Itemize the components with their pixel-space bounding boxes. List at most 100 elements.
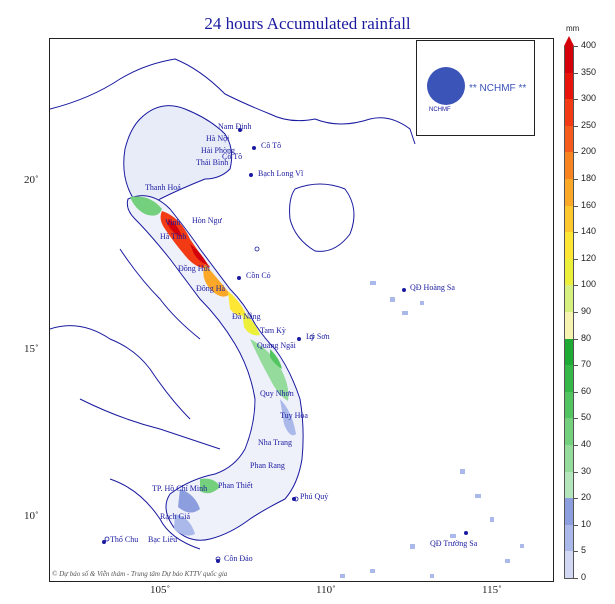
- rainfall-map: [50, 58, 524, 578]
- colorbar-tick-mark: [574, 152, 578, 154]
- colorbar-tick-mark: [574, 285, 578, 287]
- colorbar-tick-label: 160: [581, 199, 597, 210]
- place-dot: [102, 540, 106, 544]
- place-da-nang: Đà Nẵng: [232, 312, 261, 321]
- colorbar-segment: [564, 232, 574, 260]
- colorbar-segment: [564, 365, 574, 393]
- colorbar-tick-mark: [574, 471, 578, 473]
- colorbar-segment: [564, 72, 574, 100]
- colorbar-tick-label: 10: [581, 518, 592, 529]
- colorbar-segment: [564, 524, 574, 552]
- colorbar-tick-mark: [574, 551, 578, 553]
- colorbar-segment: [564, 418, 574, 446]
- offshore-rain: [340, 281, 524, 578]
- place-nha-trang: Nha Trang: [258, 438, 293, 447]
- colorbar-tick-label: 40: [581, 439, 592, 449]
- colorbar-tick-label: 180: [581, 173, 597, 183]
- logo-text: ** NCHMF **: [469, 83, 527, 94]
- place-con-co: Cồn Cỏ: [246, 271, 271, 280]
- latitude-label-10: 10˚: [24, 510, 39, 522]
- longitude-label-110: 110˚: [316, 584, 336, 596]
- logo-name: NCHMF: [429, 107, 451, 113]
- place-dot: [252, 146, 256, 150]
- place-quy-nhon: Quy Nhơn: [260, 389, 294, 398]
- place-ly-son: Lý Sơn: [306, 332, 330, 341]
- place-co-to-2: Cô Tô: [222, 152, 243, 161]
- colorbar-tick-label: 60: [581, 385, 592, 396]
- latitude-label-20: 20˚: [24, 174, 39, 186]
- border-china: [50, 58, 416, 145]
- place-thanh-hoa: Thanh Hoá: [145, 183, 181, 192]
- colorbar-tick-label: 400: [581, 40, 597, 50]
- place-dot: [292, 497, 296, 501]
- colorbar-tick-mark: [574, 445, 578, 446]
- place-tuy-hoa: Tuy Hòa: [280, 411, 308, 420]
- rain-mekong-3: [174, 514, 195, 536]
- place-dong-hoi: Đồng Hới: [178, 264, 211, 273]
- rain-dong-hoi: [203, 264, 230, 297]
- colorbar-segment: [564, 179, 574, 207]
- colorbar-tick-label: 0: [581, 572, 587, 582]
- place-nam-dinh: Nam Định: [218, 122, 252, 131]
- colorbar-segment: [564, 338, 574, 366]
- place-hoang-sa: QĐ Hoàng Sa: [410, 283, 455, 292]
- colorbar-tick-label: 90: [581, 306, 592, 316]
- place-tam-ky: Tam Kỳ: [260, 326, 286, 335]
- rain-thanh-hoa: [130, 196, 162, 216]
- place-thai-binh: Thái Bình: [196, 158, 229, 167]
- rain-hue: [242, 311, 260, 336]
- colorbar-tick-label: 350: [581, 66, 597, 77]
- colorbar-tick-mark: [574, 365, 578, 367]
- colorbar-arrow: [564, 36, 574, 46]
- place-bac-lieu: Bạc Liêu: [148, 535, 178, 544]
- place-dot: [297, 337, 301, 341]
- colorbar-tick-label: 300: [581, 93, 597, 104]
- place-quang-ngai: Quảng Ngãi: [257, 341, 296, 350]
- colorbar-tick-mark: [574, 391, 578, 393]
- place-phu-quy: Phú Quý: [300, 492, 329, 501]
- colorbar-tick-label: 120: [581, 252, 597, 263]
- border-laos-north: [119, 248, 201, 340]
- colorbar-tick-label: 30: [581, 465, 592, 476]
- longitude-label-105: 105˚: [150, 584, 171, 596]
- colorbar-tick-label: 250: [581, 119, 597, 130]
- colorbar-tick-mark: [574, 232, 578, 234]
- colorbar-segment: [564, 125, 574, 153]
- border-laos: [50, 325, 191, 420]
- place-tho-chu: Thổ Chu: [110, 535, 139, 544]
- colorbar-tick-label: 70: [581, 359, 592, 370]
- central-south-vietnam: [126, 195, 304, 541]
- place-tp-hcm: TP. Hồ Chí Minh: [152, 484, 208, 493]
- place-hai-phong: Hải Phòng: [201, 146, 235, 155]
- place-ha-tinh: Hà Tĩnh: [160, 232, 187, 241]
- place-dot: [238, 128, 242, 132]
- colorbar-tick-mark: [574, 338, 578, 340]
- colorbar-segment: [564, 285, 574, 313]
- colorbar-bottom: [564, 578, 574, 579]
- colorbar-segment: [564, 312, 574, 340]
- map-title: 24 hours Accumulated rainfall: [204, 14, 411, 33]
- rain-mekong-2: [178, 489, 200, 513]
- colorbar-tick-mark: [574, 498, 578, 500]
- colorbar-tick-label: 50: [581, 412, 592, 423]
- colorbar-segment: [564, 258, 574, 286]
- colorbar-tick-mark: [574, 205, 578, 207]
- colorbar-segment: [564, 551, 574, 579]
- colorbar-tick-label: 200: [581, 146, 597, 157]
- colorbar-unit: mm: [566, 24, 580, 33]
- rain-mekong-1: [200, 478, 220, 494]
- latitude-label-15: 15˚: [24, 343, 39, 355]
- colorbar-tick-label: 100: [581, 279, 597, 290]
- place-vinh: Vinh: [165, 218, 181, 227]
- place-truong-sa: QĐ Trường Sa: [430, 539, 478, 548]
- rain-quy-nhon: [280, 399, 296, 436]
- colorbar-tick-mark: [574, 418, 578, 420]
- colorbar-segment: [564, 391, 574, 419]
- colorbar-segment: [564, 498, 574, 526]
- colorbar-tick-mark: [574, 99, 578, 101]
- colorbar-segment: [564, 471, 574, 499]
- north-vietnam: [123, 105, 233, 205]
- colorbar-tick-mark: [574, 179, 578, 180]
- rain-quang-ngai-core: [270, 349, 282, 369]
- place-phan-thiet: Phan Thiết: [218, 481, 253, 490]
